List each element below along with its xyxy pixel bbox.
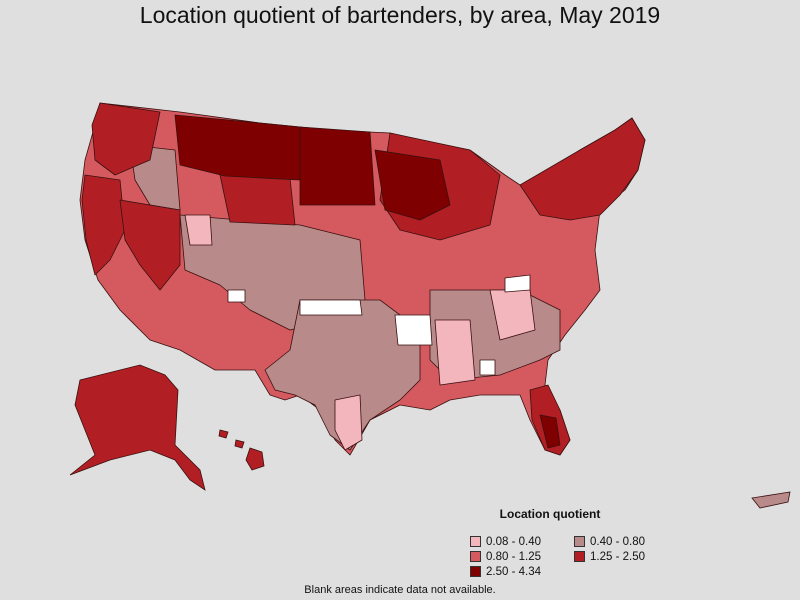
legend-item: 0.40 - 0.80 [574, 535, 678, 548]
region-dakotas [299, 126, 376, 206]
legend-title: Location quotient [499, 507, 601, 521]
region-utah-low [184, 214, 213, 246]
region-pacific-nw [91, 102, 161, 176]
legend-item: 2.50 - 4.34 [470, 565, 574, 578]
hawaii [218, 429, 265, 471]
swatch-icon [574, 551, 585, 562]
alaska [69, 364, 206, 491]
map-title: Location quotient of bartenders, by area… [139, 2, 661, 28]
swatch-icon [470, 551, 481, 562]
legend-item: 0.08 - 0.40 [470, 535, 574, 548]
blank-area-georgia [479, 359, 496, 376]
region-wyoming [219, 174, 296, 226]
region-south-low [434, 319, 476, 386]
region-wisconsin-minnesota [374, 149, 451, 221]
legend-item: 0.80 - 1.25 [470, 550, 574, 563]
footnote: Blank areas indicate data not available. [304, 584, 496, 596]
swatch-icon [470, 566, 481, 577]
region-texas-low [334, 394, 363, 451]
puerto-rico [751, 491, 791, 509]
blank-area-colorado [227, 289, 246, 303]
swatch-icon [574, 536, 585, 547]
legend-item: 1.25 - 2.50 [574, 550, 678, 563]
region-northeast [519, 117, 646, 221]
legend: Location quotient 0.08 - 0.40 0.40 - 0.8… [470, 507, 680, 578]
blank-area-oklahoma [299, 299, 363, 316]
region-west-coast [81, 174, 126, 276]
blank-area-arkansas [394, 314, 433, 346]
region-florida-south [539, 414, 561, 449]
region-nevada [119, 199, 181, 291]
blank-area-kentucky [504, 274, 531, 293]
swatch-icon [470, 536, 481, 547]
